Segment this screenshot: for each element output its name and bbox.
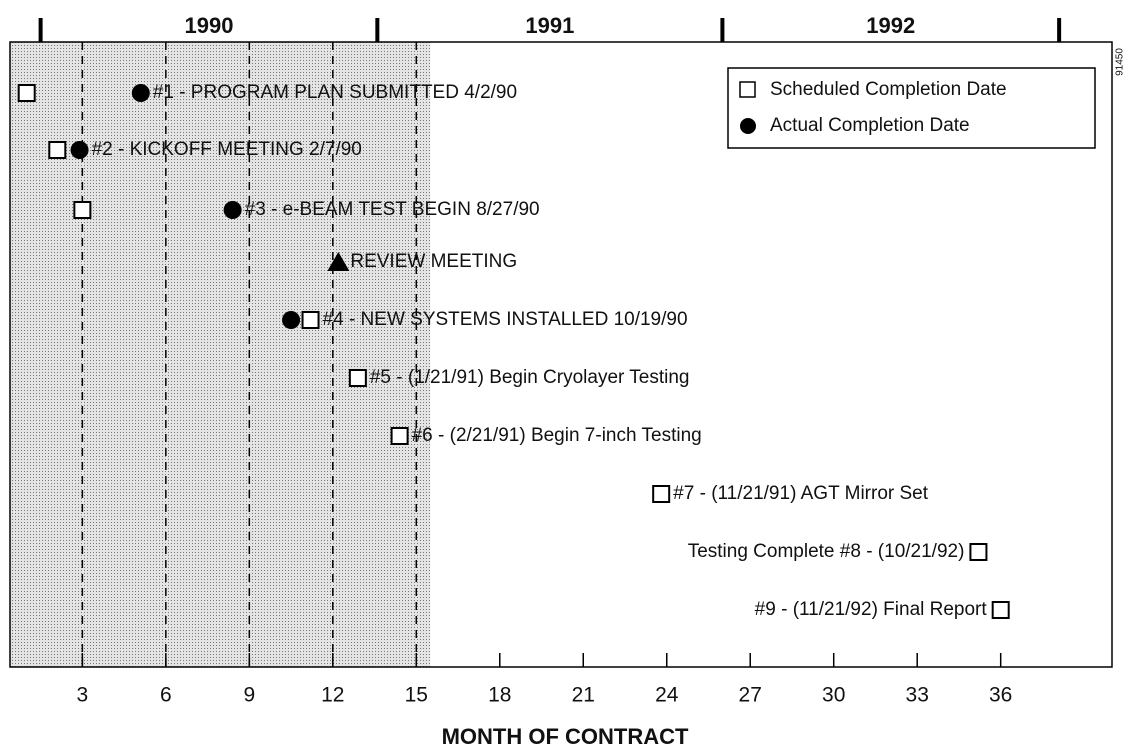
scheduled-marker bbox=[969, 543, 988, 561]
legend-swatch bbox=[740, 118, 756, 134]
actual-marker bbox=[131, 84, 150, 102]
milestone-label: #2 - KICKOFF MEETING 2/7/90 bbox=[92, 139, 362, 160]
milestone-label: #5 - (1/21/91) Begin Cryolayer Testing bbox=[370, 367, 690, 388]
scheduled-marker bbox=[17, 84, 36, 102]
x-tick-label: 15 bbox=[405, 684, 428, 707]
legend-label: Actual Completion Date bbox=[770, 115, 970, 136]
figure-id: 91450 bbox=[1115, 48, 1126, 76]
actual-marker bbox=[282, 311, 301, 329]
scheduled-marker bbox=[348, 369, 367, 387]
scheduled-marker bbox=[991, 601, 1010, 619]
x-tick-label: 9 bbox=[243, 684, 255, 707]
actual-marker bbox=[223, 201, 242, 219]
milestone-label: Testing Complete #8 - (10/21/92) bbox=[688, 541, 965, 562]
milestone-label: REVIEW MEETING bbox=[350, 251, 517, 272]
milestone-label: #7 - (11/21/91) AGT Mirror Set bbox=[673, 483, 929, 504]
scheduled-marker bbox=[652, 485, 671, 503]
milestone-label: #9 - (11/21/92) Final Report bbox=[755, 599, 988, 620]
milestone-label: #6 - (2/21/91) Begin 7-inch Testing bbox=[412, 425, 702, 446]
x-tick-label: 6 bbox=[160, 684, 172, 707]
x-tick-label: 36 bbox=[989, 684, 1012, 707]
scheduled-marker bbox=[73, 201, 92, 219]
year-label: 1990 bbox=[184, 13, 233, 38]
x-tick-label: 12 bbox=[321, 684, 344, 707]
x-tick-label: 27 bbox=[739, 684, 762, 707]
milestone-label: #1 - PROGRAM PLAN SUBMITTED 4/2/90 bbox=[153, 82, 517, 103]
plot-frame bbox=[9, 41, 1113, 668]
shaded-region bbox=[10, 42, 431, 667]
meeting-marker bbox=[327, 252, 350, 271]
x-tick-label: 30 bbox=[822, 684, 845, 707]
scheduled-marker bbox=[48, 141, 67, 159]
scheduled-marker bbox=[390, 427, 409, 445]
x-axis-label: MONTH OF CONTRACT bbox=[442, 724, 689, 749]
x-tick-label: 24 bbox=[655, 684, 679, 707]
legend-box bbox=[727, 67, 1096, 149]
year-label: 1991 bbox=[525, 13, 574, 38]
x-tick-label: 21 bbox=[572, 684, 595, 707]
x-tick-label: 3 bbox=[77, 684, 89, 707]
x-tick-label: 18 bbox=[488, 684, 511, 707]
scheduled-marker bbox=[301, 311, 320, 329]
milestone-label: #4 - NEW SYSTEMS INSTALLED 10/19/90 bbox=[323, 309, 688, 330]
legend-label: Scheduled Completion Date bbox=[770, 79, 1007, 100]
x-tick-label: 33 bbox=[906, 684, 929, 707]
milestone-label: #3 - e-BEAM TEST BEGIN 8/27/90 bbox=[245, 199, 540, 220]
year-label: 1992 bbox=[866, 13, 915, 38]
legend-swatch bbox=[739, 81, 756, 98]
actual-marker bbox=[70, 141, 89, 159]
